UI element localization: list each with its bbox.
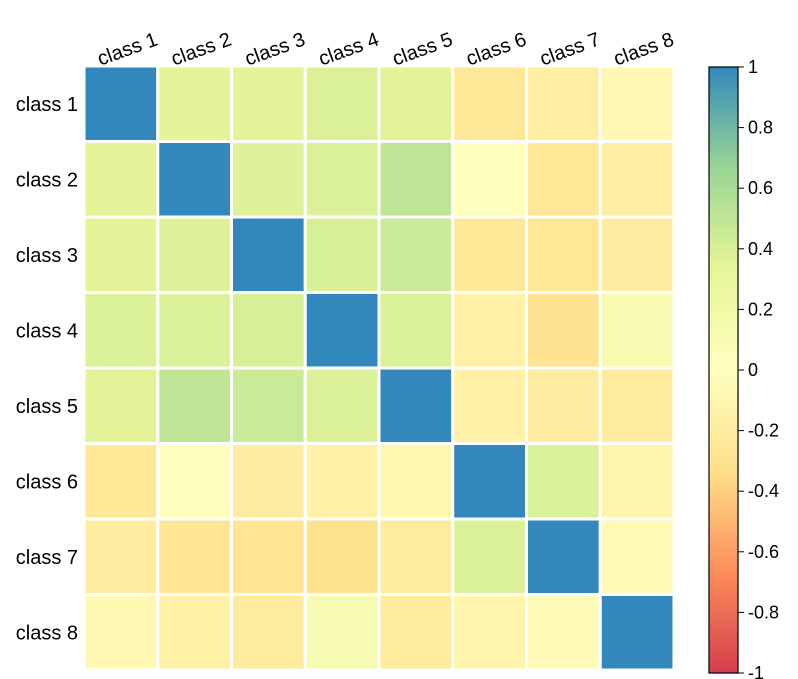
heatmap-cell [230,442,307,521]
colorbar-tick-label: -0.8 [748,602,779,622]
heatmap-cell [451,140,528,219]
heatmap-cell [451,593,528,672]
heatmap-cell [82,366,160,445]
y-tick-label: class 1 [16,94,78,116]
heatmap-cell [156,593,233,672]
heatmap-cell [525,140,602,219]
x-tick-label: class 6 [463,29,529,71]
heatmap-cell [598,593,676,672]
heatmap-cell [451,366,528,445]
heatmap-cell [156,215,233,294]
heatmap-cell [451,291,528,370]
heatmap-cell [303,442,381,521]
heatmap-cell [451,442,528,521]
y-tick-label: class 7 [16,547,78,569]
colorbar-tick-label: 0.6 [748,178,773,198]
heatmap-cell [525,593,602,672]
colorbar-tick-label: 0 [748,360,758,380]
x-tick-label: class 8 [611,29,677,71]
heatmap-cell [156,517,233,596]
colorbar-tick-label: -1 [748,663,764,679]
heatmap-cell [230,366,307,445]
heatmap-cell [377,64,455,143]
y-tick-label: class 5 [16,396,78,418]
heatmap-cell [82,593,160,672]
heatmap-cell [525,366,602,445]
heatmap-cell [303,215,381,294]
colorbar-tick-label: -0.4 [748,481,779,501]
y-tick-label: class 8 [16,622,78,644]
heatmap-cell [303,140,381,219]
heatmap-cell [598,442,676,521]
colorbar-tick-label: 1 [748,57,758,77]
heatmap-cell [598,215,676,294]
heatmap-cell [82,442,160,521]
heatmap-cell [82,64,160,143]
heatmap-cell [82,517,160,596]
heatmap-cell [82,215,160,294]
heatmap-cell [598,517,676,596]
y-tick-label: class 2 [16,169,78,191]
heatmap-cell [525,442,602,521]
heatmap-cell [156,140,233,219]
heatmap-cell [156,442,233,521]
heatmap-cell [598,140,676,219]
heatmap-cell [377,366,455,445]
colorbar-tick-label: 0.8 [748,118,773,138]
heatmap-cell [303,291,381,370]
heatmap-cell [230,140,307,219]
heatmap-cell [525,517,602,596]
heatmap-cell [377,517,455,596]
heatmap-cell [230,593,307,672]
x-tick-labels: class 1 class 2 class 3 class 4 class 5 class… [95,29,677,71]
y-tick-label: class 4 [16,320,78,342]
y-tick-label: class 6 [16,471,78,493]
x-tick-label: class 1 [95,29,161,71]
heatmap-cell [598,291,676,370]
heatmap-cell [156,64,233,143]
heatmap-cell [525,291,602,370]
heatmap-cell [377,291,455,370]
colorbar: 1 0.8 0.6 0.4 0.2 0 -0.2 -0.4 -0.6 -0.8 -1 [708,57,779,679]
colorbar-tick-label: 0.2 [748,299,773,319]
heatmap-cell [377,215,455,294]
heatmap-cell [303,64,381,143]
heatmap-cell [156,291,233,370]
x-tick-label: class 3 [242,29,308,71]
heatmap-cell [525,215,602,294]
heatmap-cell [451,517,528,596]
heatmap-cell [156,366,233,445]
colorbar-gradient [708,66,739,674]
heatmap-cells [82,64,676,672]
heatmap-cell [303,517,381,596]
heatmap-cell [525,64,602,143]
heatmap-cell [230,291,307,370]
y-tick-labels: class 1 class 2 class 3 class 4 class 5 class… [16,94,78,645]
heatmap-cell [598,64,676,143]
heatmap-cell [303,366,381,445]
heatmap-cell [598,366,676,445]
heatmap-cell [303,593,381,672]
heatmap-cell [377,442,455,521]
x-tick-label: class 5 [390,29,456,71]
heatmap-cell [377,140,455,219]
y-tick-label: class 3 [16,245,78,267]
heatmap-cell [451,215,528,294]
x-tick-label: class 2 [168,29,234,71]
heatmap-cell [82,291,160,370]
colorbar-tick-label: 0.4 [748,239,773,259]
heatmap-cell [82,140,160,219]
x-tick-label: class 4 [316,29,382,71]
heatmap-cell [377,593,455,672]
x-tick-label: class 7 [537,29,603,71]
colorbar-ticks: 1 0.8 0.6 0.4 0.2 0 -0.2 -0.4 -0.6 -0.8 -1 [738,57,779,679]
heatmap-cell [230,215,307,294]
colorbar-tick-label: -0.2 [748,421,779,441]
colorbar-tick-label: -0.6 [748,542,779,562]
heatmap-cell [230,64,307,143]
heatmap-cell [451,64,528,143]
heatmap-cell [230,517,307,596]
